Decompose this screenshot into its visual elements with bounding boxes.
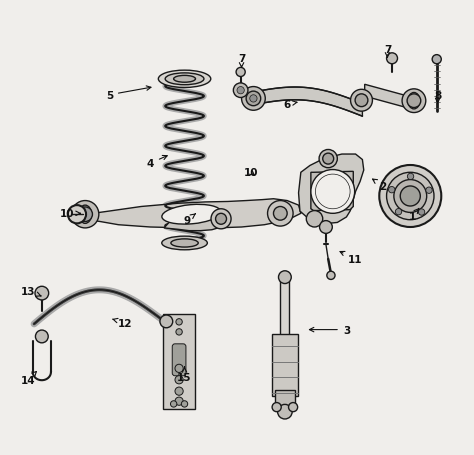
Circle shape [242, 87, 265, 111]
Circle shape [267, 201, 293, 227]
FancyBboxPatch shape [172, 344, 186, 376]
Polygon shape [253, 88, 363, 117]
Circle shape [273, 207, 287, 221]
Text: 4: 4 [146, 156, 167, 169]
Ellipse shape [165, 74, 204, 86]
Text: 3: 3 [310, 325, 350, 335]
Ellipse shape [79, 206, 91, 224]
Circle shape [387, 173, 434, 220]
Circle shape [351, 90, 373, 112]
Circle shape [379, 166, 441, 228]
Circle shape [171, 401, 177, 407]
Circle shape [237, 87, 244, 95]
Circle shape [306, 211, 323, 228]
Circle shape [387, 54, 398, 65]
Circle shape [68, 206, 86, 224]
Ellipse shape [408, 93, 420, 110]
Circle shape [176, 319, 182, 325]
Ellipse shape [173, 76, 195, 83]
Circle shape [315, 175, 350, 209]
Text: 7: 7 [384, 45, 391, 58]
Text: 11: 11 [340, 252, 363, 264]
Circle shape [319, 221, 332, 234]
Circle shape [395, 209, 402, 215]
Ellipse shape [162, 237, 207, 250]
Circle shape [175, 397, 183, 405]
Circle shape [236, 68, 245, 77]
Circle shape [327, 272, 335, 280]
Circle shape [160, 315, 173, 328]
Polygon shape [311, 172, 353, 211]
Circle shape [319, 150, 337, 168]
Ellipse shape [162, 205, 221, 225]
Circle shape [72, 201, 99, 228]
Text: 9: 9 [183, 214, 195, 226]
Circle shape [389, 187, 395, 193]
Circle shape [279, 271, 291, 284]
Text: 5: 5 [106, 86, 151, 101]
Circle shape [211, 209, 231, 229]
Text: 2: 2 [373, 180, 386, 192]
Polygon shape [77, 199, 301, 228]
Circle shape [289, 403, 298, 412]
Circle shape [36, 330, 48, 343]
Circle shape [216, 214, 227, 225]
Text: 13: 13 [21, 286, 41, 297]
Circle shape [355, 95, 368, 107]
Ellipse shape [158, 71, 211, 88]
Circle shape [246, 92, 261, 106]
Circle shape [400, 187, 420, 207]
Circle shape [182, 401, 188, 407]
Ellipse shape [171, 239, 198, 248]
Circle shape [175, 376, 183, 384]
Text: 1: 1 [409, 209, 419, 221]
Circle shape [233, 84, 248, 98]
Circle shape [426, 187, 432, 194]
Text: 12: 12 [112, 318, 133, 328]
Polygon shape [299, 155, 364, 224]
Bar [272, 334, 298, 396]
Text: 15: 15 [177, 367, 192, 383]
Circle shape [394, 180, 427, 213]
Circle shape [175, 364, 183, 373]
Circle shape [407, 174, 414, 180]
Circle shape [175, 387, 183, 395]
Polygon shape [365, 85, 415, 111]
Text: 7: 7 [238, 54, 245, 68]
Circle shape [419, 209, 425, 216]
Bar [275, 390, 295, 408]
Text: 8: 8 [434, 91, 441, 104]
Circle shape [311, 170, 355, 214]
Circle shape [432, 56, 441, 65]
Circle shape [278, 404, 292, 419]
Circle shape [35, 287, 49, 300]
Text: 10: 10 [244, 168, 258, 178]
Bar [280, 278, 290, 348]
Circle shape [78, 207, 92, 222]
Text: 6: 6 [283, 100, 297, 110]
Polygon shape [164, 216, 221, 231]
Circle shape [176, 329, 182, 335]
Circle shape [402, 90, 426, 113]
Bar [163, 314, 195, 410]
Circle shape [250, 96, 257, 103]
Circle shape [323, 154, 334, 165]
Circle shape [407, 95, 421, 108]
Text: 10: 10 [60, 209, 81, 219]
Circle shape [272, 403, 281, 412]
Text: 14: 14 [21, 372, 36, 385]
